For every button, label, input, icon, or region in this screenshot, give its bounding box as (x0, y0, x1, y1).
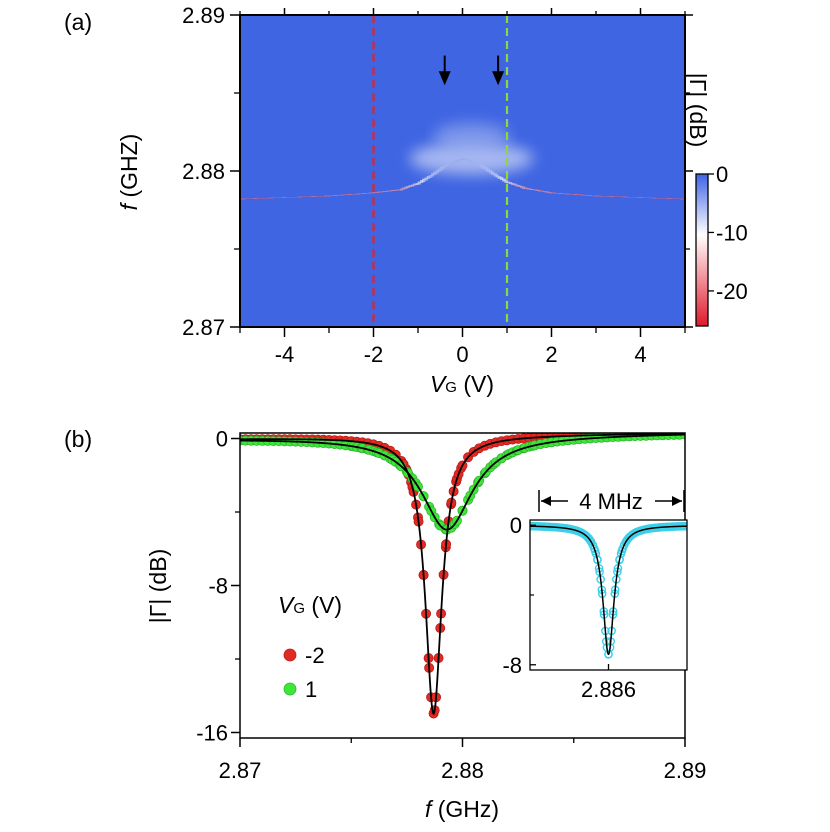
y-tick-label-b: -16 (196, 720, 228, 745)
inset: 0 -8 2.886 4 MHz (502, 489, 688, 702)
span-left-arrowhead (541, 496, 551, 506)
legend-marker-green (283, 682, 297, 696)
resonance-segment (436, 166, 443, 175)
inset-y-tick-label: 0 (510, 513, 522, 538)
x-axis-label-a-subscript: G (445, 379, 457, 396)
inset-span-marker: 4 MHz (538, 489, 685, 514)
colorbar-tick-label: 0 (716, 162, 728, 187)
x-tick-label-a: 2 (545, 342, 557, 367)
series-green (240, 433, 685, 535)
span-right-arrowhead (672, 496, 682, 506)
heatmap-a (240, 15, 685, 327)
resonance-segment (483, 164, 490, 173)
y-tick-label-a: 2.87 (182, 315, 225, 340)
legend-marker-red (283, 648, 297, 662)
legend-title-subscript: G (293, 600, 305, 617)
legend-label-green: 1 (305, 677, 317, 702)
colorbar: 0 -10 -20 |Γ| (dB) (685, 73, 748, 327)
resonance-segment (429, 171, 436, 179)
legend-label-red: -2 (305, 643, 325, 668)
y-tick-label-a: 2.89 (182, 3, 225, 28)
y-axis-label-b: |Γ| (dB) (145, 549, 171, 623)
resonance-segment (438, 164, 445, 173)
panel-a: (a) -4 -2 0 2 4 2.872.882.89 VG (V) f (GHZ) … (64, 3, 748, 397)
y-axis-b: 0 -8 -16 (196, 427, 240, 745)
inset-x-tick-label: 2.886 (581, 677, 636, 702)
x-tick-label-b: 2.88 (441, 758, 484, 783)
inset-fit-line (530, 525, 687, 656)
y-axis-label-a-unit: (GHZ) (116, 134, 142, 204)
panel-b: (b) 2.87 2.88 2.89 0 -8 -16 f (GHz) |Γ| (dB)… (64, 426, 706, 822)
markers-a (372, 15, 509, 327)
x-axis-b: 2.87 2.88 2.89 (219, 738, 707, 783)
y-axis-a: 2.87 2.88 2.89 (182, 3, 693, 340)
colorbar-label: |Γ| (dB) (685, 73, 711, 147)
y-tick-label-a: 2.88 (182, 159, 225, 184)
resonance-segment (487, 167, 494, 176)
arrow-marker-head (492, 71, 505, 86)
colorbar-gradient (695, 173, 709, 327)
x-tick-label-b: 2.87 (219, 758, 262, 783)
x-tick-label-a: -4 (275, 342, 295, 367)
legend: VG (V) -2 1 (278, 592, 342, 702)
span-label: 4 MHz (579, 489, 643, 514)
y-tick-label-b: 0 (216, 427, 228, 452)
panel-a-label: (a) (64, 9, 92, 35)
x-tick-label-a: -2 (364, 342, 384, 367)
fit-line-green (240, 433, 685, 531)
x-axis-label-a-symbol: V (430, 371, 448, 397)
y-axis-label-a-symbol: f (116, 201, 142, 210)
x-axis-label-b-unit: (GHz) (431, 796, 499, 822)
x-tick-label-a: 0 (456, 342, 468, 367)
resonance-trace (240, 155, 685, 202)
x-tick-label-a: 4 (634, 342, 646, 367)
panel-b-label: (b) (64, 426, 92, 452)
resonance-segment (434, 167, 441, 176)
x-axis-a: -4 -2 0 2 4 (239, 8, 686, 367)
plot-area-b (240, 433, 685, 719)
x-axis-label-a: VG (V) (430, 371, 494, 397)
center-glow-upper (433, 122, 510, 151)
legend-title-unit: (V) (305, 592, 342, 618)
resonance-segment (431, 169, 439, 178)
x-axis-label-b-symbol: f (425, 796, 434, 822)
x-axis-label-a-unit: (V) (457, 371, 494, 397)
colorbar-tick-label: -10 (716, 220, 748, 245)
colorbar-ticks: 0 -10 -20 (708, 162, 748, 304)
fit-line-red (240, 433, 685, 715)
resonance-segment (485, 166, 492, 175)
x-axis-label-b: f (GHz) (425, 796, 499, 822)
y-axis-label-a: f (GHZ) (116, 134, 142, 211)
colorbar-tick-label: -20 (716, 279, 748, 304)
inset-axes: 0 -8 2.886 (502, 513, 636, 702)
legend-title: VG (V) (278, 592, 342, 618)
inset-plot-area (530, 521, 687, 659)
inset-y-tick-label: -8 (502, 653, 522, 678)
x-tick-label-b: 2.89 (664, 758, 707, 783)
y-tick-label-b: -8 (208, 574, 228, 599)
arrow-marker-head (438, 71, 451, 86)
inset-background (530, 520, 687, 670)
resonance-segment (478, 161, 485, 170)
legend-title-symbol: V (278, 592, 296, 618)
resonance-segment (480, 163, 488, 171)
